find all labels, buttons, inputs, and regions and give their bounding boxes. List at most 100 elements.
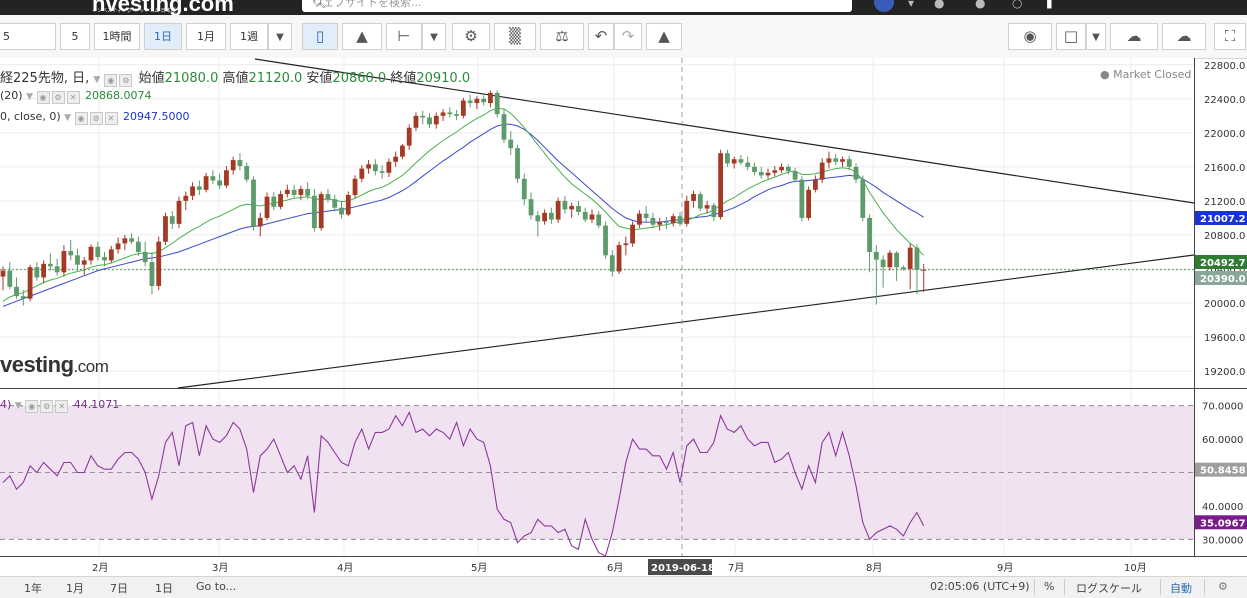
candle[interactable]: [210, 170, 216, 184]
candle[interactable]: [535, 211, 541, 237]
candle[interactable]: [792, 167, 798, 183]
candle[interactable]: [257, 212, 263, 237]
candle[interactable]: [806, 186, 812, 221]
candle[interactable]: [833, 154, 839, 166]
candle[interactable]: [122, 234, 128, 251]
candle[interactable]: [129, 233, 135, 245]
undo-button[interactable]: ↶: [588, 23, 614, 50]
candle[interactable]: [704, 200, 710, 214]
candle[interactable]: [34, 262, 40, 281]
candle[interactable]: [433, 112, 439, 129]
user-menu-chevron-icon[interactable]: ▾: [908, 0, 915, 10]
candle[interactable]: [47, 253, 53, 271]
range-1y-button[interactable]: 1年: [24, 582, 42, 595]
candle[interactable]: [650, 212, 656, 229]
candle[interactable]: [325, 188, 331, 203]
candle[interactable]: [352, 175, 358, 199]
save-chart-button[interactable]: ☁: [1162, 23, 1206, 50]
candle[interactable]: [244, 162, 250, 183]
candle[interactable]: [379, 165, 385, 179]
candle[interactable]: [799, 176, 805, 222]
candle[interactable]: [95, 241, 101, 261]
candle[interactable]: [515, 144, 520, 184]
goto-button[interactable]: Go to...: [196, 580, 237, 593]
candle[interactable]: [914, 244, 920, 295]
candle[interactable]: [81, 257, 87, 275]
candle[interactable]: [596, 211, 602, 229]
bar-chart-button[interactable]: ▒: [494, 23, 536, 50]
close-icon[interactable]: ✕: [104, 112, 118, 125]
gear-icon[interactable]: ⚙: [119, 74, 133, 87]
candle[interactable]: [724, 149, 730, 167]
candle[interactable]: [271, 192, 277, 211]
candle[interactable]: [474, 96, 480, 110]
candle[interactable]: [548, 207, 554, 224]
layout-dropdown-button[interactable]: ▼: [1086, 23, 1106, 50]
support-trendline[interactable]: [177, 254, 1195, 389]
candle[interactable]: [68, 240, 74, 261]
candle[interactable]: [251, 176, 256, 231]
candle[interactable]: [752, 162, 757, 176]
candle[interactable]: [691, 190, 696, 208]
candle[interactable]: [907, 243, 913, 290]
search-icon[interactable]: 🔍︎: [312, 0, 326, 9]
candle[interactable]: [521, 173, 527, 206]
candle[interactable]: [41, 260, 47, 284]
candle[interactable]: [217, 173, 223, 189]
candle[interactable]: [670, 213, 676, 227]
load-chart-button[interactable]: ☁: [1110, 23, 1158, 50]
candle[interactable]: [0, 266, 6, 291]
gear-icon[interactable]: ⚙: [40, 400, 54, 413]
candle[interactable]: [7, 262, 13, 290]
chevron-down-icon[interactable]: ▼: [14, 401, 22, 411]
candle[interactable]: [339, 200, 344, 219]
candle[interactable]: [284, 184, 290, 198]
candle[interactable]: [894, 251, 900, 281]
candle[interactable]: [508, 131, 514, 155]
candle[interactable]: [183, 191, 189, 211]
candle[interactable]: [664, 217, 669, 229]
site-search-input[interactable]: ウェブサイトを検索... 🔍︎: [302, 0, 852, 12]
candle[interactable]: [196, 180, 202, 195]
candle[interactable]: [372, 159, 378, 176]
candle[interactable]: [102, 251, 107, 267]
resistance-trendline[interactable]: [254, 58, 1195, 204]
candle[interactable]: [406, 124, 412, 150]
candle[interactable]: [657, 217, 663, 231]
candle[interactable]: [623, 236, 629, 256]
candle[interactable]: [169, 211, 175, 229]
candle[interactable]: [603, 221, 608, 259]
candle[interactable]: [447, 107, 453, 118]
candle[interactable]: [142, 241, 148, 267]
candle[interactable]: [230, 156, 236, 175]
bell-icon[interactable]: ●: [934, 0, 945, 10]
candle[interactable]: [840, 156, 845, 167]
candle[interactable]: [332, 194, 338, 212]
candle[interactable]: [494, 90, 500, 118]
candle[interactable]: [813, 175, 818, 193]
indicator-dropdown-button[interactable]: ▼: [422, 23, 446, 50]
candle[interactable]: [901, 265, 906, 271]
fullscreen-button[interactable]: ⛶: [1214, 23, 1246, 50]
candle[interactable]: [488, 90, 493, 108]
candle[interactable]: [630, 221, 636, 247]
eye-icon[interactable]: ◉: [25, 400, 39, 413]
candle[interactable]: [569, 202, 575, 218]
candle[interactable]: [745, 156, 751, 171]
close-icon[interactable]: ✕: [55, 400, 69, 413]
candle[interactable]: [609, 250, 615, 277]
candle[interactable]: [853, 163, 859, 184]
range-1m-button[interactable]: 1月: [66, 582, 84, 595]
candle[interactable]: [88, 244, 94, 265]
candle[interactable]: [785, 164, 791, 175]
candle[interactable]: [636, 210, 642, 229]
candle[interactable]: [386, 158, 392, 178]
candle[interactable]: [305, 182, 311, 200]
comment-icon[interactable]: ●: [975, 0, 986, 10]
chevron-down-icon[interactable]: ▼: [93, 75, 101, 85]
candle[interactable]: [772, 166, 778, 177]
candle[interactable]: [860, 175, 866, 222]
percent-toggle[interactable]: %: [1044, 580, 1055, 593]
candle[interactable]: [460, 97, 466, 119]
layout-button[interactable]: □: [1056, 23, 1086, 50]
